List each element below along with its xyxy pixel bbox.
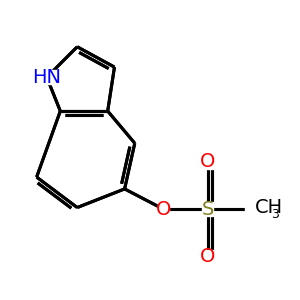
Text: HN: HN bbox=[32, 68, 61, 87]
Bar bbox=[202, 250, 214, 264]
Bar bbox=[158, 202, 169, 216]
Bar bbox=[38, 70, 56, 84]
Bar bbox=[202, 202, 213, 216]
Text: 3: 3 bbox=[271, 208, 279, 221]
Text: O: O bbox=[156, 200, 171, 219]
Bar bbox=[202, 155, 214, 169]
Text: O: O bbox=[200, 152, 215, 171]
Bar bbox=[245, 202, 268, 216]
Text: CH: CH bbox=[255, 198, 283, 218]
Text: S: S bbox=[201, 200, 214, 219]
Text: O: O bbox=[200, 247, 215, 266]
